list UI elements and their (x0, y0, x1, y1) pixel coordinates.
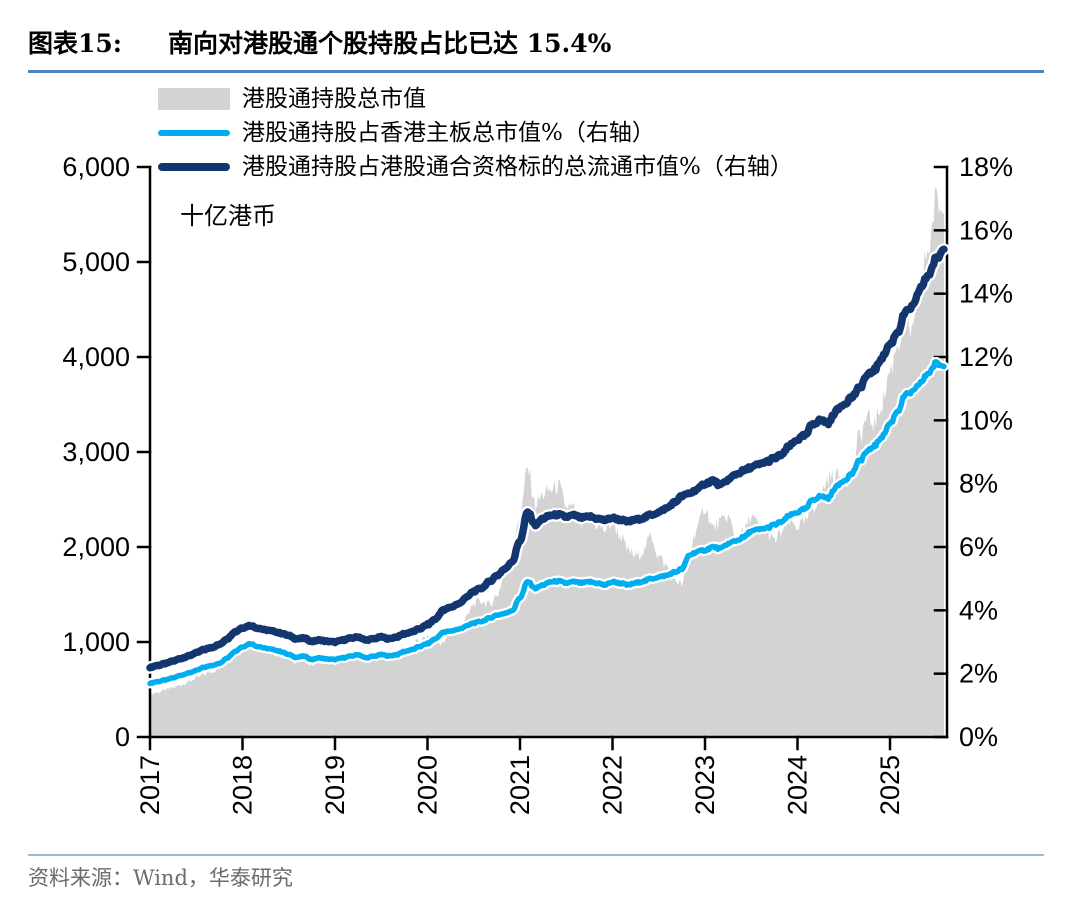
x-axis-tick-label: 2023 (690, 755, 720, 815)
left-axis-tick-label: 6,000 (62, 152, 130, 182)
source-divider (28, 854, 1044, 856)
area-swatch-icon (158, 88, 230, 110)
right-axis-tick-label: 6% (959, 532, 998, 562)
x-axis-tick-label: 2022 (598, 755, 628, 815)
x-axis-tick-label: 2024 (783, 755, 813, 815)
figure-title-text: 南向对港股通个股持股占比已达 15.4% (168, 29, 612, 58)
left-axis-tick-label: 3,000 (62, 437, 130, 467)
legend-item-light-line: 港股通持股占香港主板总市值%（右轴） (158, 120, 793, 146)
x-axis-tick-label: 2021 (505, 755, 535, 815)
left-axis-tick-label: 0 (115, 722, 130, 752)
source-note: 资料来源：Wind，华泰研究 (28, 866, 293, 890)
line-series-pct-of-eligible-float (146, 245, 948, 672)
legend-label: 港股通持股占港股通合资格标的总流通市值%（右轴） (242, 154, 793, 180)
right-axis-tick-label: 10% (959, 405, 1013, 435)
right-axis-tick-label: 14% (959, 279, 1013, 309)
x-axis-tick-label: 2020 (413, 755, 443, 815)
x-axis-tick-label: 2018 (228, 755, 258, 815)
right-axis-tick-label: 8% (959, 469, 998, 499)
x-axis-tick-label: 2017 (135, 755, 165, 815)
right-axis-tick-label: 16% (959, 215, 1013, 245)
right-axis-tick-label: 0% (959, 722, 998, 752)
figure-title: 图表15: 南向对港股通个股持股占比已达 15.4% (28, 24, 1044, 60)
light-line-swatch-icon (158, 130, 230, 136)
right-axis-tick-label: 12% (959, 342, 1013, 372)
right-axis-tick-label: 2% (959, 659, 998, 689)
x-axis-tick-label: 2019 (320, 755, 350, 815)
legend-label: 港股通持股占香港主板总市值%（右轴） (242, 120, 655, 146)
left-axis-tick-label: 4,000 (62, 342, 130, 372)
title-divider (28, 70, 1044, 73)
dark-line-swatch-icon (158, 163, 230, 171)
x-axis-tick-label: 2025 (875, 755, 905, 815)
left-axis-tick-label: 2,000 (62, 532, 130, 562)
figure-number-label: 图表15: (28, 29, 123, 58)
right-axis-tick-label: 4% (959, 595, 998, 625)
line-series-pct-of-hk-mainboard (147, 359, 947, 687)
left-axis-unit-label: 十亿港币 (180, 202, 276, 230)
area-series-total-market-value (150, 187, 944, 737)
left-axis-tick-label: 1,000 (62, 627, 130, 657)
legend-item-area: 港股通持股总市值 (158, 86, 793, 112)
right-axis-tick-label: 18% (959, 152, 1013, 182)
legend-item-dark-line: 港股通持股占港股通合资格标的总流通市值%（右轴） (158, 154, 793, 180)
chart-legend: 港股通持股总市值 港股通持股占香港主板总市值%（右轴） 港股通持股占港股通合资格… (158, 86, 793, 180)
left-axis-tick-label: 5,000 (62, 247, 130, 277)
legend-label: 港股通持股总市值 (242, 86, 426, 112)
